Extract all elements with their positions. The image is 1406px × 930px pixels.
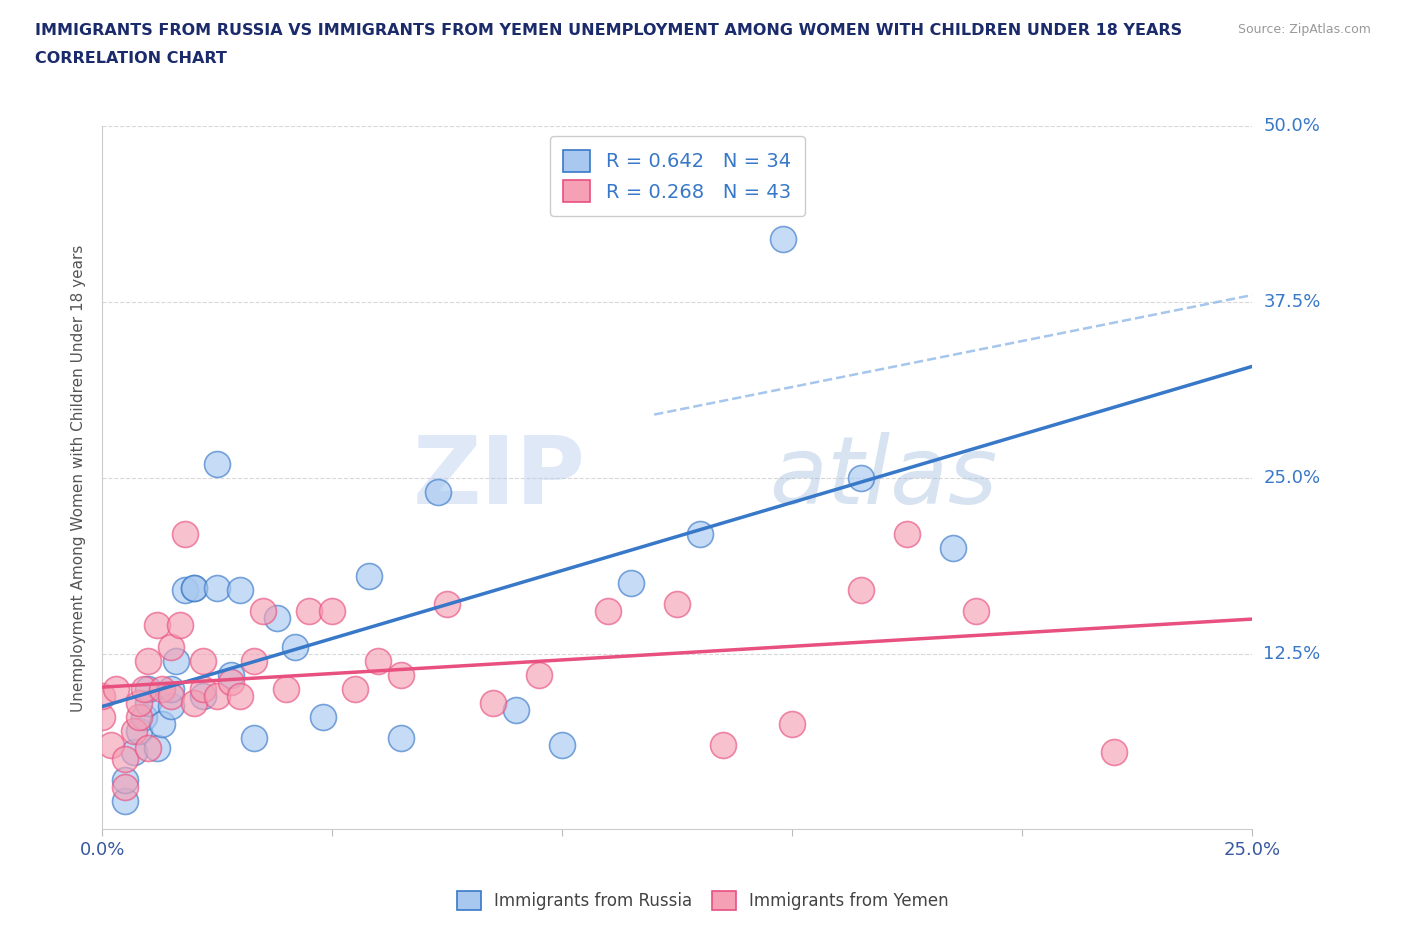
Point: [482, 696, 505, 711]
Point: [114, 779, 136, 794]
Point: [136, 653, 159, 668]
Point: [136, 696, 159, 711]
Text: 37.5%: 37.5%: [1264, 293, 1320, 311]
Point: [780, 716, 803, 731]
Point: [114, 773, 136, 788]
Text: 50.0%: 50.0%: [1264, 117, 1320, 135]
Point: [150, 682, 173, 697]
Text: atlas: atlas: [769, 432, 997, 524]
Text: 12.5%: 12.5%: [1264, 644, 1320, 662]
Y-axis label: Unemployment Among Women with Children Under 18 years: Unemployment Among Women with Children U…: [72, 245, 86, 711]
Point: [243, 731, 266, 746]
Point: [689, 526, 711, 541]
Point: [219, 674, 242, 689]
Point: [183, 696, 205, 711]
Point: [266, 611, 288, 626]
Point: [284, 639, 307, 654]
Point: [105, 682, 128, 697]
Point: [389, 731, 412, 746]
Point: [367, 653, 389, 668]
Point: [146, 618, 169, 633]
Point: [427, 485, 450, 499]
Point: [711, 737, 734, 752]
Legend: Immigrants from Russia, Immigrants from Yemen: Immigrants from Russia, Immigrants from …: [451, 884, 955, 917]
Point: [1102, 745, 1125, 760]
Point: [193, 688, 215, 703]
Point: [128, 724, 150, 738]
Point: [312, 710, 335, 724]
Point: [160, 698, 183, 713]
Point: [389, 667, 412, 682]
Point: [165, 653, 187, 668]
Point: [357, 569, 380, 584]
Point: [620, 576, 643, 591]
Point: [174, 583, 197, 598]
Point: [128, 710, 150, 724]
Point: [174, 526, 197, 541]
Point: [772, 232, 794, 246]
Point: [298, 604, 321, 618]
Point: [505, 702, 527, 717]
Point: [205, 580, 228, 595]
Point: [132, 710, 155, 724]
Point: [344, 682, 367, 697]
Point: [91, 710, 114, 724]
Point: [243, 653, 266, 668]
Point: [136, 740, 159, 755]
Point: [321, 604, 343, 618]
Point: [851, 471, 873, 485]
Point: [229, 583, 252, 598]
Point: [529, 667, 551, 682]
Point: [124, 745, 146, 760]
Point: [169, 618, 191, 633]
Point: [942, 540, 965, 555]
Point: [128, 696, 150, 711]
Point: [205, 457, 228, 472]
Point: [193, 653, 215, 668]
Point: [219, 667, 242, 682]
Point: [551, 737, 574, 752]
Point: [851, 583, 873, 598]
Point: [91, 688, 114, 703]
Point: [183, 580, 205, 595]
Point: [132, 682, 155, 697]
Point: [160, 688, 183, 703]
Text: Source: ZipAtlas.com: Source: ZipAtlas.com: [1237, 23, 1371, 36]
Point: [150, 716, 173, 731]
Text: ZIP: ZIP: [412, 432, 585, 524]
Point: [193, 682, 215, 697]
Text: 25.0%: 25.0%: [1264, 469, 1320, 486]
Point: [124, 724, 146, 738]
Point: [896, 526, 918, 541]
Point: [160, 682, 183, 697]
Point: [436, 597, 458, 612]
Point: [136, 682, 159, 697]
Text: IMMIGRANTS FROM RUSSIA VS IMMIGRANTS FROM YEMEN UNEMPLOYMENT AMONG WOMEN WITH CH: IMMIGRANTS FROM RUSSIA VS IMMIGRANTS FRO…: [35, 23, 1182, 38]
Point: [160, 639, 183, 654]
Point: [183, 580, 205, 595]
Legend: R = 0.642   N = 34, R = 0.268   N = 43: R = 0.642 N = 34, R = 0.268 N = 43: [550, 136, 804, 216]
Point: [114, 751, 136, 766]
Point: [598, 604, 620, 618]
Point: [146, 740, 169, 755]
Point: [205, 688, 228, 703]
Point: [965, 604, 987, 618]
Point: [276, 682, 298, 697]
Point: [229, 688, 252, 703]
Point: [666, 597, 689, 612]
Point: [252, 604, 274, 618]
Point: [100, 737, 122, 752]
Text: CORRELATION CHART: CORRELATION CHART: [35, 51, 226, 66]
Point: [114, 794, 136, 809]
